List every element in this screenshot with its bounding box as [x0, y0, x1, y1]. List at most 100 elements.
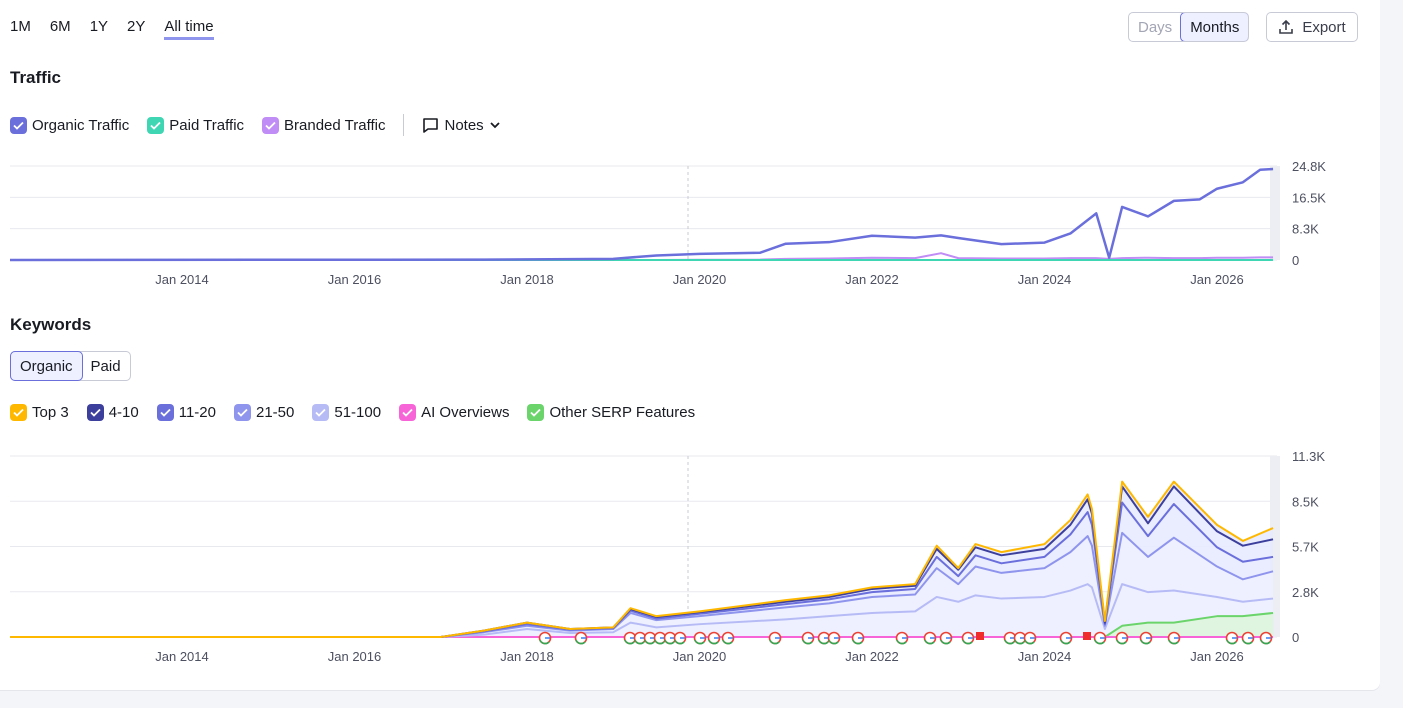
series-line-top-3	[10, 480, 1274, 638]
legend-label: Other SERP Features	[549, 404, 696, 421]
google-update-marker-icon	[817, 631, 831, 645]
range-tab-1m[interactable]: 1M	[10, 18, 31, 35]
x-tick-label: Jan 2016	[328, 272, 382, 287]
google-update-marker-icon	[1259, 631, 1273, 645]
google-update-marker-icon	[895, 631, 909, 645]
traffic-chart[interactable]: 24.8K 16.5K 8.3K 0 Jan 2014 Jan 2016 Jan 2018 J…	[0, 150, 1380, 295]
current-period-band	[1270, 456, 1280, 637]
days-button[interactable]: Days	[1138, 18, 1173, 36]
y-tick-label: 24.8K	[1292, 159, 1326, 174]
google-update-marker-icon	[1139, 631, 1153, 645]
legend-paid-traffic[interactable]: Paid Traffic	[147, 116, 245, 134]
checkbox-icon	[527, 404, 545, 421]
x-tick-label: Jan 2016	[328, 649, 382, 664]
google-update-marker-icon	[1225, 631, 1239, 645]
keywords-source-toggle: Organic Paid	[10, 351, 131, 381]
x-tick-label: Jan 2026	[1190, 649, 1244, 664]
google-update-marker-icon	[1115, 631, 1129, 645]
keywords-legend: Top 3 4-10 11-20 21-50 51-100 AI Overviews Oth…	[10, 404, 713, 421]
google-update-marker-icon	[827, 631, 841, 645]
x-tick-label: Jan 2014	[155, 649, 209, 664]
series-line-organic-traffic	[9, 167, 1274, 262]
google-update-marker-icon	[1167, 631, 1181, 645]
google-update-marker-icon	[1241, 631, 1255, 645]
google-update-marker-icon	[851, 631, 865, 645]
legend-label: 11-20	[178, 404, 216, 421]
export-label: Export	[1302, 18, 1346, 36]
x-tick-label: Jan 2018	[500, 272, 554, 287]
granularity-toggle: Days Months	[1128, 12, 1250, 42]
keywords-chart[interactable]: 11.3K 8.5K 5.7K 2.8K 0 Jan 2014 Jan 2016 Jan 20…	[0, 440, 1380, 675]
checkbox-icon	[10, 116, 27, 134]
range-tab-all-time[interactable]: All time	[164, 18, 214, 40]
traffic-title: Traffic	[10, 68, 62, 87]
legend-other-serp-features[interactable]: Other SERP Features	[527, 404, 695, 421]
x-tick-label: Jan 2018	[500, 649, 554, 664]
google-update-marker-icon	[768, 631, 782, 645]
google-update-marker-icon	[721, 631, 735, 645]
upload-icon	[1279, 19, 1294, 34]
keywords-title: Keywords	[10, 315, 92, 334]
x-tick-label: Jan 2026	[1190, 272, 1244, 287]
checkbox-icon	[86, 404, 104, 421]
legend-21-50[interactable]: 21-50	[234, 404, 294, 421]
range-tab-6m[interactable]: 6M	[49, 18, 71, 35]
tab-paid[interactable]: Paid	[90, 357, 121, 375]
legend-organic-traffic[interactable]: Organic Traffic	[10, 116, 130, 134]
google-update-marker-icon	[939, 631, 953, 645]
checkbox-icon	[312, 404, 330, 421]
x-tick-label: Jan 2024	[1018, 649, 1072, 664]
range-tab-1y[interactable]: 1Y	[89, 18, 109, 35]
tab-organic[interactable]: Organic	[10, 351, 83, 381]
checkbox-icon	[147, 116, 165, 134]
x-tick-label: Jan 2024	[1018, 272, 1072, 287]
export-button[interactable]: Export	[1266, 12, 1358, 42]
google-update-marker-icon	[1093, 631, 1107, 645]
checkbox-icon	[234, 404, 251, 421]
y-tick-label: 2.8K	[1292, 585, 1319, 600]
legend-divider	[403, 114, 405, 136]
legend-top-3[interactable]: Top 3	[10, 404, 69, 421]
google-update-marker-icon	[653, 631, 667, 645]
flag-icon	[976, 632, 984, 640]
google-update-marker-icon	[1023, 631, 1037, 645]
keywords-traffic-card: 1M 6M 1Y 2Y All time Days Months Export …	[0, 0, 1380, 690]
y-tick-label: 8.3K	[1292, 222, 1319, 237]
legend-51-100[interactable]: 51-100	[312, 404, 381, 421]
notes-label: Notes	[444, 116, 484, 134]
legend-label: Organic Traffic	[32, 116, 130, 134]
traffic-legend: Organic Traffic Paid Traffic Branded Tra…	[10, 114, 507, 136]
legend-ai-overviews[interactable]: AI Overviews	[399, 404, 509, 421]
legend-label: 21-50	[256, 404, 295, 421]
legend-label: AI Overviews	[421, 404, 510, 421]
y-tick-label: 8.5K	[1292, 494, 1319, 509]
y-tick-label: 0	[1292, 630, 1299, 645]
google-update-marker-icon	[538, 631, 552, 645]
legend-label: 51-100	[334, 404, 382, 421]
flag-icon	[1083, 632, 1091, 640]
checkbox-icon	[399, 404, 417, 421]
keywords-area-fill	[10, 532, 1274, 637]
legend-label: Paid Traffic	[169, 116, 245, 134]
checkbox-icon	[10, 404, 27, 421]
range-tab-2y[interactable]: 2Y	[127, 18, 146, 35]
x-tick-label: Jan 2022	[845, 649, 899, 664]
y-tick-label: 0	[1292, 253, 1299, 268]
legend-4-10[interactable]: 4-10	[86, 404, 139, 421]
x-tick-label: Jan 2020	[673, 649, 727, 664]
months-button[interactable]: Months	[1180, 13, 1249, 41]
x-tick-label: Jan 2020	[673, 272, 727, 287]
legend-label: Branded Traffic	[284, 116, 386, 134]
legend-label: 4-10	[108, 404, 139, 421]
y-tick-label: 11.3K	[1292, 449, 1325, 464]
google-update-marker-icon	[693, 631, 707, 645]
google-update-marker-icon	[961, 631, 975, 645]
legend-label: Top 3	[32, 404, 69, 421]
google-update-marker-icon	[923, 631, 937, 645]
series-line-51-100	[10, 583, 1274, 638]
notes-dropdown[interactable]: Notes	[422, 117, 506, 134]
legend-branded-traffic[interactable]: Branded Traffic	[262, 116, 386, 134]
current-period-band	[1270, 166, 1280, 260]
google-update-marker-icon	[673, 631, 687, 645]
legend-11-20[interactable]: 11-20	[156, 404, 216, 421]
